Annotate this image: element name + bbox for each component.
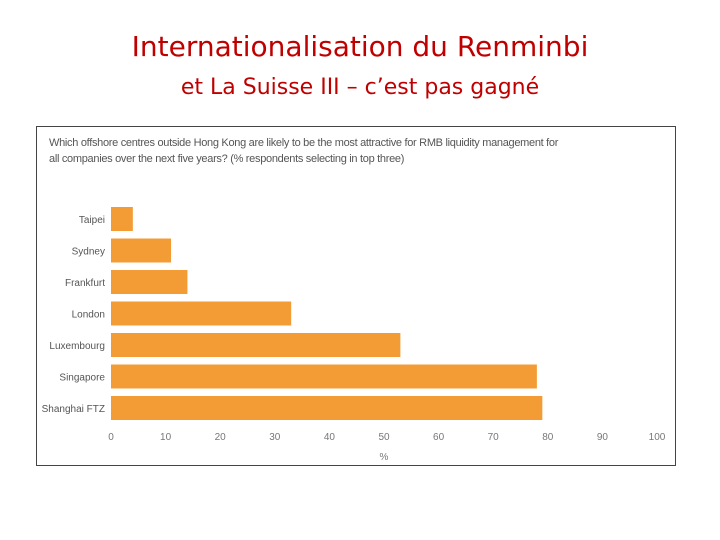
category-label: Luxembourg: [49, 341, 105, 352]
category-label: Singapore: [59, 373, 105, 384]
category-label: London: [72, 310, 105, 321]
x-tick-label: 10: [160, 432, 172, 443]
x-tick-label: 80: [542, 432, 554, 443]
x-tick-label: 20: [215, 432, 227, 443]
x-tick-label: 60: [433, 432, 445, 443]
bar: [111, 238, 172, 263]
x-tick-label: 90: [597, 432, 609, 443]
bar: [111, 396, 543, 420]
bar: [111, 301, 292, 326]
x-tick-label: 0: [108, 432, 114, 443]
bar: [111, 333, 401, 357]
x-tick-label: 70: [488, 432, 500, 443]
slide-subtitle: et La Suisse III – c’est pas gagné: [180, 75, 540, 100]
slide-title: Internationalisation du Renminbi: [131, 30, 589, 63]
category-label: Shanghai FTZ: [42, 404, 105, 415]
bar: [111, 270, 188, 294]
bar-chart: Taipei Sydney Frankfurt London Luxembourg Sin…: [42, 207, 666, 463]
chart-frame: Which offshore centres outside Hong Kong…: [36, 126, 676, 466]
category-label: Taipei: [79, 215, 105, 226]
x-axis-label: %: [380, 452, 389, 463]
x-tick-label: 40: [324, 432, 336, 443]
x-tick-label: 50: [378, 432, 390, 443]
bar: [111, 364, 537, 389]
chart-title: Which offshore centres outside Hong Kong…: [49, 137, 559, 165]
category-label: Sydney: [72, 247, 105, 258]
x-tick-label: 100: [649, 432, 666, 443]
category-label: Frankfurt: [65, 278, 105, 289]
bar: [111, 207, 133, 231]
x-tick-label: 30: [269, 432, 281, 443]
